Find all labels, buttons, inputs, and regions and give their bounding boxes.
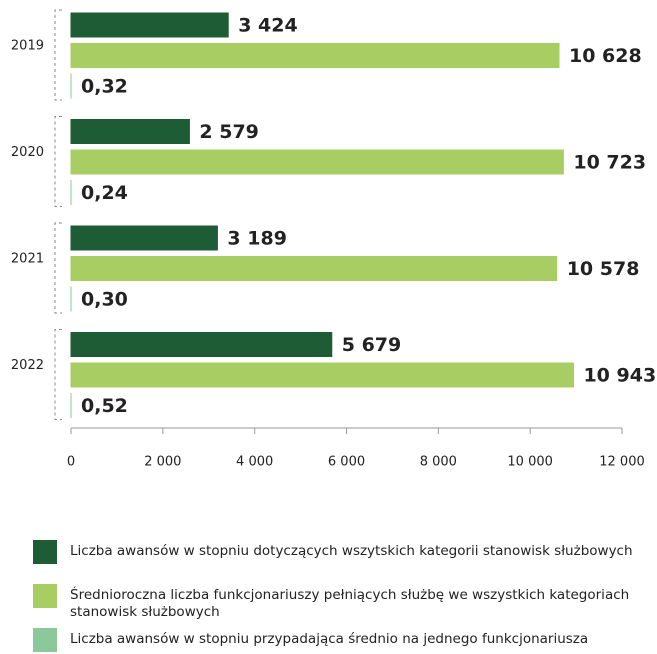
y-tick-label: 2020 [11,145,44,160]
group-bracket [54,222,62,314]
group-bracket [54,9,62,101]
group-bracket [54,116,62,207]
x-tick-label: 12 000 [599,455,645,470]
value-label: 10 578 [567,258,640,280]
bar [70,119,190,144]
y-tick-label: 2022 [11,358,44,373]
y-tick-label: 2019 [11,39,44,54]
value-label: 3 424 [238,15,298,37]
value-label: 0,52 [81,395,128,417]
bar [70,332,333,357]
x-tick-label: 4 000 [236,455,273,470]
bar [70,362,574,388]
x-tick-label: 2 000 [144,455,181,470]
value-label: 0,32 [81,76,128,98]
value-label: 10 628 [569,45,642,67]
legend-item: Liczba awansów w stopniu przypadająca śr… [33,628,643,652]
value-label: 10 723 [573,152,646,174]
legend-label: Średnioroczna liczba funkcjonariuszy peł… [70,587,630,620]
legend-swatch [33,628,57,652]
x-tick-label: 8 000 [420,455,457,470]
legend-label: Liczba awansów w stopniu przypadająca śr… [70,631,589,647]
value-label: 10 943 [583,365,656,387]
legend-item: Średnioroczna liczba funkcjonariuszy peł… [33,584,643,621]
value-label: 5 679 [342,334,402,356]
group-bracket [54,329,62,420]
x-tick-label: 10 000 [507,455,553,470]
bar [70,256,558,281]
value-label: 0,30 [81,289,128,311]
legend-item: Liczba awansów w stopniu dotyczących wsz… [33,540,643,564]
bar [70,12,229,38]
legend-label: Liczba awansów w stopniu dotyczących wsz… [70,543,633,559]
value-label: 0,24 [81,182,128,204]
bar [70,225,218,251]
legend-swatch [33,584,57,608]
x-tick-label: 6 000 [328,455,365,470]
legend-swatch [33,540,57,564]
y-tick-label: 2021 [11,252,44,267]
value-label: 3 189 [227,228,287,250]
bar [70,149,564,175]
value-label: 2 579 [199,121,258,143]
x-tick-label: 0 [67,455,75,470]
bar [70,43,560,68]
